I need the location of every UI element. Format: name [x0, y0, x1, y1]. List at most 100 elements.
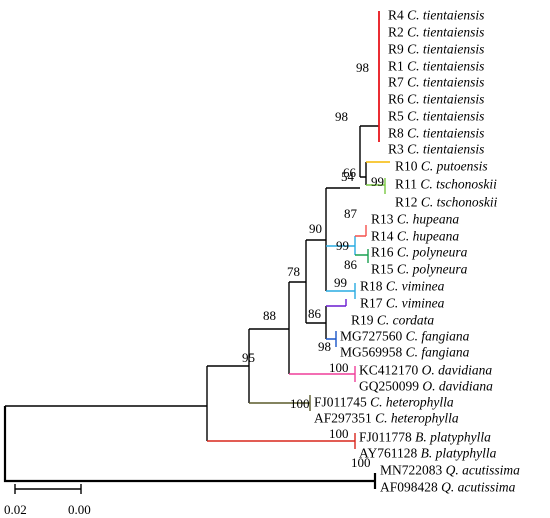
- scale-label-right: 0.00: [68, 502, 91, 517]
- leaf-id: R19: [351, 313, 377, 328]
- bootstrap-value: 99: [336, 238, 349, 253]
- branch-node-95: [207, 329, 250, 403]
- bootstrap-value: 95: [242, 350, 255, 365]
- leaf-id: R3: [388, 142, 407, 157]
- branch-viminea: [326, 283, 356, 299]
- leaf-id: R9: [388, 42, 407, 57]
- leaf-label: AF098428 Q. acutissima: [380, 480, 516, 495]
- leaf-species: C. putoensis: [421, 159, 488, 174]
- leaf-species: C. tschonoskii: [420, 177, 497, 192]
- branch-node-88: [249, 282, 290, 374]
- leaf-species: C. tientaiensis: [407, 8, 484, 23]
- bootstrap-value: 98: [356, 60, 369, 75]
- leaf-label: R1 C. tientaiensis: [388, 59, 484, 74]
- leaf-species: C. tientaiensis: [407, 126, 484, 141]
- leaf-species: C. hupeana: [397, 212, 459, 227]
- leaf-label: R16 C. polyneura: [371, 245, 468, 260]
- leaf-species: C. hupeana: [397, 229, 459, 244]
- tree-branches: [3, 11, 390, 489]
- leaf-species: B. platyphylla: [415, 430, 491, 445]
- leaf-label: R8 C. tientaiensis: [388, 126, 484, 141]
- leaf-species: B. platyphylla: [421, 446, 497, 461]
- bootstrap-value: 78: [287, 264, 300, 279]
- leaf-label: AY761128 B. platyphylla: [359, 446, 497, 461]
- leaf-label: MG569958 C. fangiana: [340, 345, 470, 360]
- bootstrap-value: 99: [334, 275, 347, 290]
- leaf-id: R4: [388, 8, 407, 23]
- bootstrap-value: 90: [309, 221, 322, 236]
- leaf-label: R11 C. tschonoskii: [395, 177, 497, 192]
- bootstrap-value: 66: [343, 165, 357, 180]
- leaf-label: R7 C. tientaiensis: [388, 75, 484, 90]
- leaf-species: Q. acutissima: [441, 480, 516, 495]
- branch-node-78: [289, 240, 307, 323]
- leaf-id: FJ011778: [359, 430, 415, 445]
- leaf-id: R16: [371, 245, 397, 260]
- leaf-id: AF098428: [380, 480, 441, 495]
- leaf-species: C. fangiana: [406, 345, 470, 360]
- branch-node-90: [306, 188, 327, 291]
- leaf-id: MG569958: [340, 345, 406, 360]
- leaf-label: AF297351 C. heterophylla: [314, 411, 459, 426]
- branch-davidiana: [289, 366, 356, 382]
- branch-heterophylla: [249, 395, 311, 411]
- leaf-species: C. tientaiensis: [407, 142, 484, 157]
- leaf-id: FJ011745: [314, 395, 370, 410]
- branch-platyphylla: [207, 433, 356, 449]
- leaf-label: R4 C. tientaiensis: [388, 8, 484, 23]
- bootstrap-value: 86: [344, 257, 358, 272]
- leaf-label: R2 C. tientaiensis: [388, 25, 484, 40]
- branch-node-54: [326, 126, 361, 189]
- leaf-label: R15 C. polyneura: [371, 262, 468, 277]
- leaf-species: C. heterophylla: [370, 395, 454, 410]
- leaf-species: C. heterophylla: [375, 411, 459, 426]
- branch-polyneura: [355, 249, 369, 263]
- leaf-id: R18: [360, 279, 386, 294]
- leaf-id: AY761128: [359, 446, 421, 461]
- branch-root-to-quercus: [3, 406, 375, 483]
- leaf-species: C. polyneura: [397, 245, 468, 260]
- leaf-id: GQ250099: [359, 379, 422, 394]
- leaf-id: R6: [388, 92, 407, 107]
- leaf-id: R14: [371, 229, 397, 244]
- leaf-label: R13 C. hupeana: [371, 212, 459, 227]
- leaf-label: R12 C. tschonoskii: [395, 195, 498, 210]
- leaf-species: C. tientaiensis: [407, 75, 484, 90]
- leaf-id: R12: [395, 195, 421, 210]
- leaf-label: R14 C. hupeana: [371, 229, 459, 244]
- leaf-label: R18 C. viminea: [360, 279, 445, 294]
- branch-cordata: [326, 299, 347, 307]
- scale-label-left: 0.02: [4, 502, 27, 517]
- leaf-id: AF297351: [314, 411, 375, 426]
- leaf-species: C. tientaiensis: [407, 92, 484, 107]
- leaf-species: C. tientaiensis: [407, 59, 484, 74]
- leaf-species: C. polyneura: [397, 262, 468, 277]
- leaf-species: C. fangiana: [406, 329, 470, 344]
- leaf-label: R9 C. tientaiensis: [388, 42, 484, 57]
- leaf-id: R10: [395, 159, 421, 174]
- leaf-species: C. viminea: [386, 279, 445, 294]
- leaf-species: C. cordata: [377, 313, 434, 328]
- leaf-id: R15: [371, 262, 397, 277]
- branch-node-66: [360, 162, 367, 185]
- leaf-species: O. davidiana: [422, 363, 493, 378]
- bootstrap-value: 99: [371, 174, 384, 189]
- leaf-label: R3 C. tientaiensis: [388, 142, 484, 157]
- bootstrap-value: 86: [308, 306, 322, 321]
- leaf-label: FJ011745 C. heterophylla: [314, 395, 454, 410]
- leaf-label: R5 C. tientaiensis: [388, 109, 484, 124]
- bootstrap-value: 54: [341, 169, 355, 184]
- leaf-species: C. tientaiensis: [407, 25, 484, 40]
- leaf-species: C. tientaiensis: [407, 42, 484, 57]
- bootstrap-value: 100: [329, 426, 349, 441]
- bootstrap-value: 88: [263, 308, 276, 323]
- scale-bar: 0.02 0.00: [4, 484, 91, 517]
- leaf-label: MN722083 Q. acutissima: [380, 463, 520, 478]
- bootstrap-labels: 9898669954879986909978869888100951001001…: [242, 60, 384, 470]
- leaf-id: MG727560: [340, 329, 406, 344]
- branch-hupeana: [355, 225, 367, 237]
- leaf-label: GQ250099 O. davidiana: [359, 379, 493, 394]
- bootstrap-value: 87: [344, 206, 358, 221]
- leaf-species: C. tschonoskii: [421, 195, 498, 210]
